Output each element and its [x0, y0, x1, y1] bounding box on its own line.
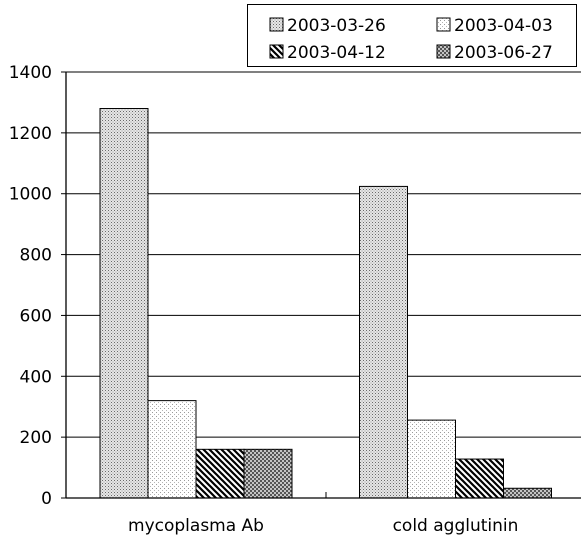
legend-swatch — [436, 44, 451, 59]
legend-label: 2003-06-27 — [454, 43, 553, 63]
legend-label: 2003-04-12 — [287, 43, 386, 63]
bar-2003-04-12-mycoplasma-Ab — [195, 448, 245, 499]
legend-label: 2003-03-26 — [287, 16, 386, 36]
y-tick-label: 0 — [41, 489, 52, 509]
bars — [99, 108, 552, 499]
category-label: mycoplasma Ab — [128, 516, 264, 536]
bar-2003-04-12-cold-agglutinin — [455, 458, 504, 499]
axes — [65, 72, 581, 499]
legend-label: 2003-04-03 — [454, 16, 553, 36]
category-label: cold agglutinin — [393, 516, 519, 536]
bar-2003-04-03-cold-agglutinin — [407, 419, 456, 499]
legend-swatch — [269, 17, 284, 32]
bar-2003-04-03-mycoplasma-Ab — [147, 400, 197, 499]
y-tick-labels: 0 200 400 600 800 1000 1200 1400 — [9, 63, 66, 509]
y-tick-label: 1200 — [9, 124, 52, 144]
y-tick-label: 800 — [20, 246, 52, 266]
y-tick-label: 600 — [20, 306, 52, 326]
y-tick-label: 200 — [20, 428, 52, 448]
y-tick-label: 1400 — [9, 63, 52, 83]
legend-swatch — [269, 44, 284, 59]
gridlines — [66, 71, 581, 438]
bar-2003-06-27-mycoplasma-Ab — [243, 448, 293, 499]
y-tick-label: 400 — [20, 367, 52, 387]
bar-2003-03-26-cold-agglutinin — [359, 185, 408, 499]
legend-box — [247, 4, 577, 67]
y-tick-label: 1000 — [9, 185, 52, 205]
legend-swatch — [436, 17, 451, 32]
legend: 2003-03-26 2003-04-03 2003-04-12 2003-06-27 — [247, 4, 577, 67]
x-tick-labels: mycoplasma Ab cold agglutinin — [128, 516, 518, 536]
bar-2003-06-27-cold-agglutinin — [503, 487, 552, 499]
bar-2003-03-26-mycoplasma-Ab — [99, 108, 149, 499]
